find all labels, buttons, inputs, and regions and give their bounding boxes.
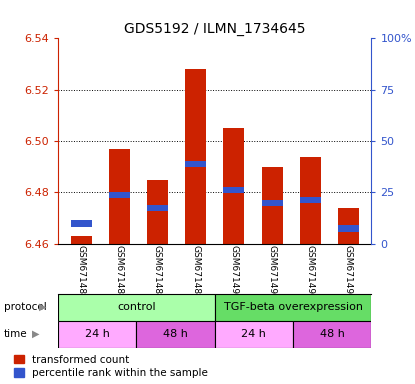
Bar [300,197,321,204]
Bar [215,321,293,348]
Bar [338,225,359,232]
Bar [71,220,92,227]
Bar [215,294,371,321]
Text: GSM671494: GSM671494 [229,245,238,300]
Text: TGF-beta overexpression: TGF-beta overexpression [224,302,363,312]
Bar [147,205,168,211]
Text: 48 h: 48 h [320,329,345,339]
Text: 24 h: 24 h [242,329,266,339]
Bar [338,208,359,244]
Text: 48 h: 48 h [163,329,188,339]
Bar [137,321,215,348]
Bar [58,321,137,348]
Bar [185,69,206,244]
Bar [58,294,215,321]
Text: GSM671489: GSM671489 [191,245,200,300]
Text: GSM671486: GSM671486 [76,245,85,300]
Text: ▶: ▶ [32,329,39,339]
Text: ▶: ▶ [39,302,47,312]
Bar [71,236,92,244]
Text: GSM671488: GSM671488 [153,245,162,300]
Text: GSM671495: GSM671495 [268,245,276,300]
Bar [261,200,283,206]
Text: GSM671487: GSM671487 [115,245,124,300]
Bar [185,161,206,167]
Bar [223,128,244,244]
Bar [293,321,371,348]
Text: protocol: protocol [4,302,47,312]
Text: GSM671496: GSM671496 [306,245,315,300]
Text: time: time [4,329,28,339]
Bar [109,192,130,198]
Title: GDS5192 / ILMN_1734645: GDS5192 / ILMN_1734645 [124,22,305,36]
Bar [223,187,244,193]
Text: 24 h: 24 h [85,329,110,339]
Text: GSM671497: GSM671497 [344,245,353,300]
Text: control: control [117,302,156,312]
Bar [261,167,283,244]
Bar [300,157,321,244]
Legend: transformed count, percentile rank within the sample: transformed count, percentile rank withi… [14,355,208,378]
Bar [109,149,130,244]
Bar [147,180,168,244]
